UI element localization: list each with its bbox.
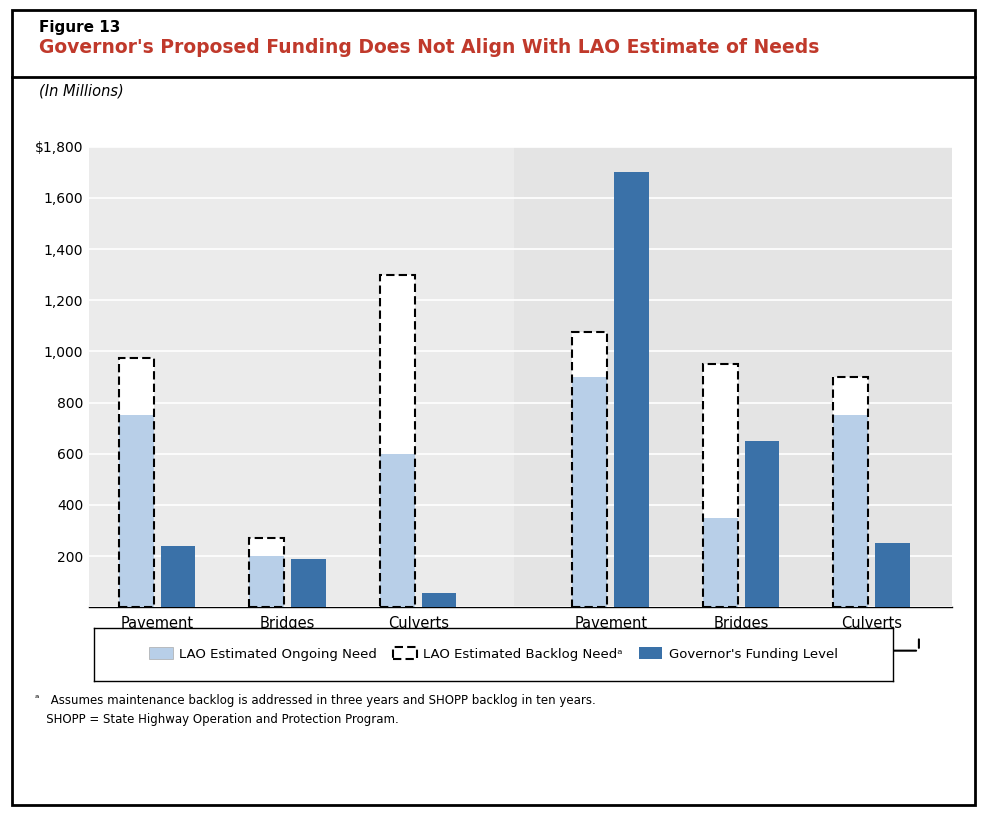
Bar	[702, 364, 737, 518]
Text: (In Millions): (In Millions)	[39, 83, 124, 98]
Bar	[514, 147, 951, 607]
Bar	[743, 441, 779, 607]
Bar	[380, 275, 414, 607]
Bar	[702, 364, 737, 607]
Bar	[291, 558, 325, 607]
Bar	[380, 454, 414, 607]
Bar	[832, 377, 868, 607]
Bar	[118, 358, 154, 416]
Legend: LAO Estimated Ongoing Need, LAO Estimated Backlog Needᵃ, Governor's Funding Leve: LAO Estimated Ongoing Need, LAO Estimate…	[144, 642, 842, 666]
Bar	[89, 147, 514, 607]
Bar	[832, 416, 868, 607]
Bar	[572, 333, 606, 607]
Bar	[421, 593, 456, 607]
Bar	[875, 544, 909, 607]
Bar	[702, 518, 737, 607]
Text: ᵃ: ᵃ	[35, 694, 38, 704]
Text: Assumes maintenance backlog is addressed in three years and SHOPP backlog in ten: Assumes maintenance backlog is addressed…	[47, 694, 596, 707]
Text: Maintenance: Maintenance	[234, 665, 340, 680]
Text: Figure 13: Figure 13	[39, 20, 120, 35]
Bar	[118, 416, 154, 607]
Bar	[161, 546, 195, 607]
Bar	[572, 377, 606, 607]
Bar	[832, 377, 868, 416]
Bar	[572, 333, 606, 377]
Text: SHOPP: SHOPP	[712, 665, 769, 680]
Bar	[249, 538, 284, 556]
Text: Governor's Proposed Funding Does Not Align With LAO Estimate of Needs: Governor's Proposed Funding Does Not Ali…	[39, 38, 819, 57]
Bar	[613, 172, 649, 607]
Bar	[249, 556, 284, 607]
Bar	[118, 358, 154, 607]
Text: SHOPP = State Highway Operation and Protection Program.: SHOPP = State Highway Operation and Prot…	[35, 713, 398, 726]
Bar	[380, 275, 414, 454]
Bar	[249, 538, 284, 607]
